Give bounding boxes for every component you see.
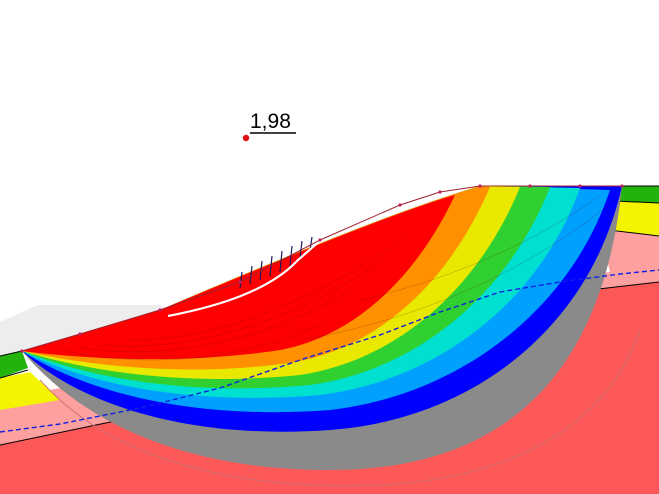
critical-slip-surface — [167, 234, 329, 318]
yellow-layer — [0, 372, 60, 410]
topsoil-layer-right — [614, 186, 659, 203]
minimum-fos-label: 1,98 — [250, 110, 291, 133]
deep-slip-surfaces — [39, 329, 641, 487]
water-table-line — [0, 269, 659, 433]
topsoil-layer-left — [0, 351, 28, 378]
left-ground-region — [0, 305, 175, 356]
surface-markers — [20, 184, 624, 353]
pink-layer-right — [600, 230, 659, 272]
red-dot-icon[interactable] — [242, 134, 250, 142]
yellow-layer-right — [610, 201, 659, 236]
slip-hatching — [59, 194, 616, 361]
slip-surface-bands — [22, 186, 622, 432]
